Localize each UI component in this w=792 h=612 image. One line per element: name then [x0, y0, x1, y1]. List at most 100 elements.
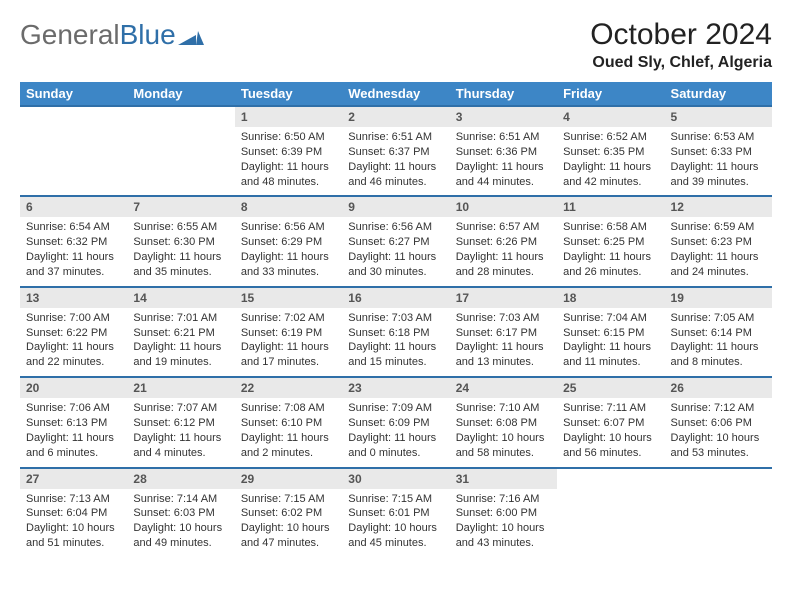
- calendar-cell: 15Sunrise: 7:02 AMSunset: 6:19 PMDayligh…: [235, 287, 342, 377]
- weekday-header: Friday: [557, 82, 664, 106]
- calendar-cell: 16 Sunrise: 7:03 AMSunset: 6:18 PMDayligh…: [342, 287, 449, 377]
- daylight-line: Daylight: 10 hours and 43 minutes.: [456, 521, 551, 551]
- weekday-header: Tuesday: [235, 82, 342, 106]
- sunrise-line: Sunrise: 6:56 AM: [241, 220, 336, 235]
- day-number: 29: [235, 469, 342, 489]
- calendar-cell: 18Sunrise: 7:04 AMSunset: 6:15 PMDayligh…: [557, 287, 664, 377]
- calendar-row: 1Sunrise: 6:50 AMSunset: 6:39 PMDaylight…: [20, 106, 772, 196]
- daylight-line: Daylight: 10 hours and 49 minutes.: [133, 521, 228, 551]
- day-number: 26: [665, 378, 772, 398]
- sunrise-line: Sunrise: 6:56 AM: [348, 220, 443, 235]
- sunset-line: Sunset: 6:12 PM: [133, 416, 228, 431]
- daylight-line: Daylight: 11 hours and 19 minutes.: [133, 340, 228, 370]
- day-number: 1: [235, 107, 342, 127]
- day-number: 18: [557, 288, 664, 308]
- month-title: October 2024: [590, 18, 772, 52]
- calendar-cell: 19Sunrise: 7:05 AMSunset: 6:14 PMDayligh…: [665, 287, 772, 377]
- daylight-line: Daylight: 11 hours and 0 minutes.: [348, 431, 443, 461]
- daylight-line: Daylight: 10 hours and 58 minutes.: [456, 431, 551, 461]
- calendar-cell: 5Sunrise: 6:53 AMSunset: 6:33 PMDaylight…: [665, 106, 772, 196]
- calendar-cell: 29Sunrise: 7:15 AMSunset: 6:02 PMDayligh…: [235, 468, 342, 558]
- cell-body: Sunrise: 6:56 AMSunset: 6:27 PMDaylight:…: [342, 217, 449, 285]
- sunset-line: Sunset: 6:26 PM: [456, 235, 551, 250]
- day-number: 19: [665, 288, 772, 308]
- cell-body: Sunrise: 7:01 AMSunset: 6:21 PMDaylight:…: [127, 308, 234, 376]
- sunrise-line: Sunrise: 6:52 AM: [563, 130, 658, 145]
- cell-body: Sunrise: 7:05 AMSunset: 6:14 PMDaylight:…: [665, 308, 772, 376]
- calendar-cell: 14Sunrise: 7:01 AMSunset: 6:21 PMDayligh…: [127, 287, 234, 377]
- sunset-line: Sunset: 6:29 PM: [241, 235, 336, 250]
- sunset-line: Sunset: 6:01 PM: [348, 506, 443, 521]
- daylight-line: Daylight: 11 hours and 24 minutes.: [671, 250, 766, 280]
- daylight-line: Daylight: 11 hours and 28 minutes.: [456, 250, 551, 280]
- brand-logo: GeneralBlue: [20, 18, 204, 52]
- calendar-cell-empty: [557, 468, 664, 558]
- sunrise-line: Sunrise: 7:02 AM: [241, 311, 336, 326]
- daylight-line: Daylight: 10 hours and 53 minutes.: [671, 431, 766, 461]
- sunset-line: Sunset: 6:13 PM: [26, 416, 121, 431]
- cell-body: Sunrise: 7:03 AMSunset: 6:17 PMDaylight:…: [450, 308, 557, 376]
- daylight-line: Daylight: 11 hours and 26 minutes.: [563, 250, 658, 280]
- brand-part2: Blue: [120, 19, 176, 51]
- cell-body: Sunrise: 6:53 AMSunset: 6:33 PMDaylight:…: [665, 127, 772, 195]
- sunrise-line: Sunrise: 7:03 AM: [348, 311, 443, 326]
- sunrise-line: Sunrise: 7:15 AM: [241, 492, 336, 507]
- sunrise-line: Sunrise: 7:16 AM: [456, 492, 551, 507]
- daylight-line: Daylight: 11 hours and 4 minutes.: [133, 431, 228, 461]
- sunset-line: Sunset: 6:25 PM: [563, 235, 658, 250]
- daylight-line: Daylight: 10 hours and 56 minutes.: [563, 431, 658, 461]
- sunrise-line: Sunrise: 7:01 AM: [133, 311, 228, 326]
- sunrise-line: Sunrise: 6:50 AM: [241, 130, 336, 145]
- sunset-line: Sunset: 6:15 PM: [563, 326, 658, 341]
- day-number: 13: [20, 288, 127, 308]
- calendar-cell: 22Sunrise: 7:08 AMSunset: 6:10 PMDayligh…: [235, 377, 342, 467]
- daylight-line: Daylight: 11 hours and 15 minutes.: [348, 340, 443, 370]
- day-number: 17: [450, 288, 557, 308]
- sunrise-line: Sunrise: 7:12 AM: [671, 401, 766, 416]
- sunrise-line: Sunrise: 7:09 AM: [348, 401, 443, 416]
- sunset-line: Sunset: 6:18 PM: [348, 326, 443, 341]
- daylight-line: Daylight: 11 hours and 35 minutes.: [133, 250, 228, 280]
- day-number: 8: [235, 197, 342, 217]
- sunrise-line: Sunrise: 7:03 AM: [456, 311, 551, 326]
- daylight-line: Daylight: 11 hours and 30 minutes.: [348, 250, 443, 280]
- cell-body: Sunrise: 6:58 AMSunset: 6:25 PMDaylight:…: [557, 217, 664, 285]
- calendar-row: 27Sunrise: 7:13 AMSunset: 6:04 PMDayligh…: [20, 468, 772, 558]
- sunset-line: Sunset: 6:02 PM: [241, 506, 336, 521]
- calendar-cell: 1Sunrise: 6:50 AMSunset: 6:39 PMDaylight…: [235, 106, 342, 196]
- sunrise-line: Sunrise: 7:05 AM: [671, 311, 766, 326]
- daylight-line: Daylight: 11 hours and 2 minutes.: [241, 431, 336, 461]
- sunrise-line: Sunrise: 7:10 AM: [456, 401, 551, 416]
- calendar-cell: 4Sunrise: 6:52 AMSunset: 6:35 PMDaylight…: [557, 106, 664, 196]
- sunrise-line: Sunrise: 6:51 AM: [456, 130, 551, 145]
- day-number: 2: [342, 107, 449, 127]
- calendar-cell: 8Sunrise: 6:56 AMSunset: 6:29 PMDaylight…: [235, 196, 342, 286]
- sunrise-line: Sunrise: 6:55 AM: [133, 220, 228, 235]
- cell-body: Sunrise: 7:11 AMSunset: 6:07 PMDaylight:…: [557, 398, 664, 466]
- sunrise-line: Sunrise: 6:57 AM: [456, 220, 551, 235]
- sunrise-line: Sunrise: 6:51 AM: [348, 130, 443, 145]
- cell-body: Sunrise: 7:07 AMSunset: 6:12 PMDaylight:…: [127, 398, 234, 466]
- calendar-cell: 13Sunrise: 7:00 AMSunset: 6:22 PMDayligh…: [20, 287, 127, 377]
- day-number: 28: [127, 469, 234, 489]
- day-number: 24: [450, 378, 557, 398]
- day-number: 27: [20, 469, 127, 489]
- calendar-cell: 30Sunrise: 7:15 AMSunset: 6:01 PMDayligh…: [342, 468, 449, 558]
- daylight-line: Daylight: 10 hours and 51 minutes.: [26, 521, 121, 551]
- sunset-line: Sunset: 6:33 PM: [671, 145, 766, 160]
- title-block: October 2024 Oued Sly, Chlef, Algeria: [590, 18, 772, 72]
- weekday-header-row: Sunday Monday Tuesday Wednesday Thursday…: [20, 82, 772, 106]
- sunset-line: Sunset: 6:08 PM: [456, 416, 551, 431]
- calendar-cell: 2Sunrise: 6:51 AMSunset: 6:37 PMDaylight…: [342, 106, 449, 196]
- sunrise-line: Sunrise: 6:59 AM: [671, 220, 766, 235]
- day-number: 4: [557, 107, 664, 127]
- calendar-table: Sunday Monday Tuesday Wednesday Thursday…: [20, 82, 772, 558]
- cell-body: Sunrise: 7:06 AMSunset: 6:13 PMDaylight:…: [20, 398, 127, 466]
- daylight-line: Daylight: 11 hours and 37 minutes.: [26, 250, 121, 280]
- day-number: 16: [342, 288, 449, 308]
- daylight-line: Daylight: 11 hours and 6 minutes.: [26, 431, 121, 461]
- day-number: 14: [127, 288, 234, 308]
- sunrise-line: Sunrise: 7:06 AM: [26, 401, 121, 416]
- cell-body: Sunrise: 7:00 AMSunset: 6:22 PMDaylight:…: [20, 308, 127, 376]
- cell-body: Sunrise: 6:57 AMSunset: 6:26 PMDaylight:…: [450, 217, 557, 285]
